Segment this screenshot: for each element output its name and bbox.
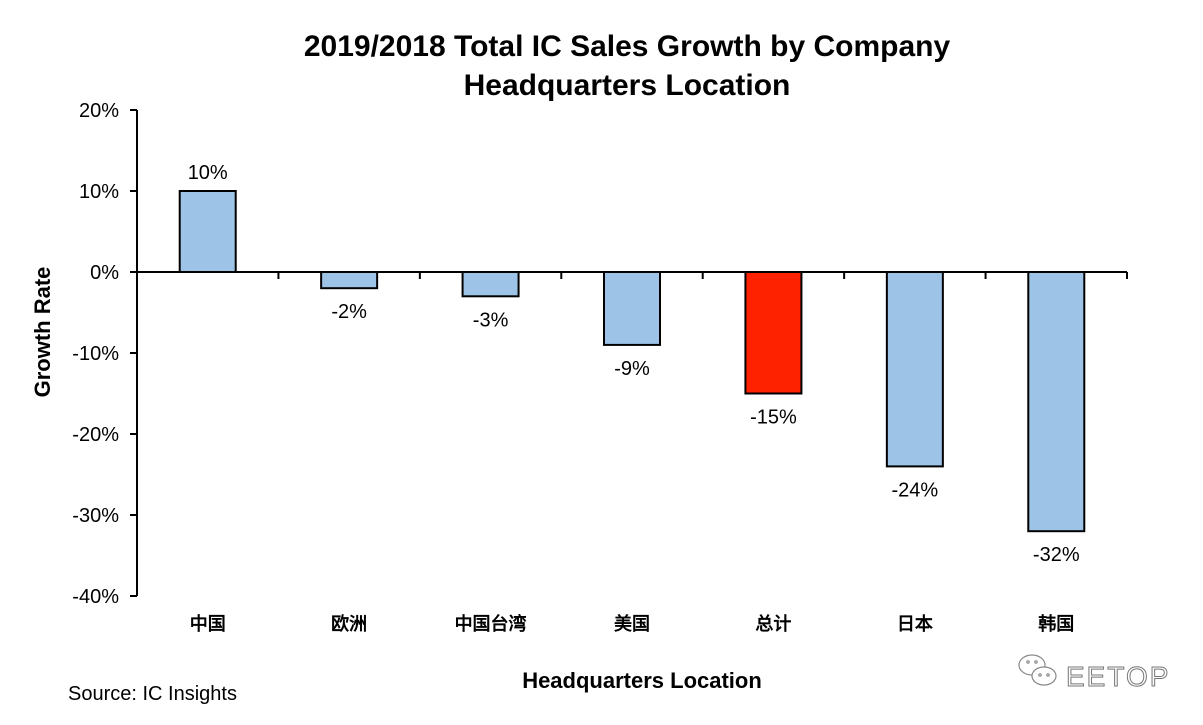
y-tick-label-4: -20% — [72, 424, 119, 446]
y-tick-label-3: -10% — [72, 343, 119, 365]
x-tick-label-1: 欧洲 — [331, 613, 367, 635]
x-axis-label: Headquarters Location — [522, 668, 762, 693]
bar-6 — [1027, 271, 1086, 533]
x-tick-label-5: 日本 — [897, 613, 933, 635]
bar-2 — [461, 271, 520, 298]
y-axis-label: Growth Rate — [30, 267, 55, 398]
x-tick-label-6: 韩国 — [1038, 613, 1074, 635]
axes-group: 中国 欧洲 中国台湾 美国 总计 日本 韩国 20% 10% 0% -10% -20% -30% -40% — [72, 100, 1128, 635]
bars-group: 10% -2% -3% -9% -15% -24% -32% — [178, 162, 1086, 566]
y-tick-label-1: 10% — [79, 181, 119, 203]
y-tick-label-2: 0% — [90, 262, 119, 284]
data-label-6: -32% — [1033, 544, 1080, 566]
y-tick-label-0: 20% — [79, 100, 119, 122]
bar-0 — [178, 190, 237, 273]
chart-title-line-2: Headquarters Location — [464, 69, 791, 102]
watermark: EETOP — [1066, 661, 1170, 692]
data-label-4: -15% — [750, 407, 797, 429]
data-label-2: -3% — [473, 309, 509, 331]
wechat-icon — [1018, 654, 1057, 686]
bar-5 — [885, 271, 944, 468]
data-label-3: -9% — [614, 358, 650, 380]
data-label-0: 10% — [188, 162, 228, 184]
y-tick-label-5: -30% — [72, 505, 119, 527]
data-label-5: -24% — [892, 479, 939, 501]
bar-3 — [603, 271, 661, 346]
x-tick-label-0: 中国 — [190, 613, 226, 635]
bar-4 — [744, 271, 803, 395]
data-label-1: -2% — [331, 301, 367, 323]
x-tick-label-2: 中国台湾 — [455, 613, 527, 635]
x-tick-label-3: 美国 — [614, 613, 650, 635]
chart-title-line-1: 2019/2018 Total IC Sales Growth by Compa… — [304, 30, 951, 63]
x-tick-label-4: 总计 — [755, 613, 791, 635]
source-note: Source: IC Insights — [68, 683, 237, 705]
bar-1 — [320, 271, 379, 290]
y-tick-label-6: -40% — [72, 586, 119, 608]
